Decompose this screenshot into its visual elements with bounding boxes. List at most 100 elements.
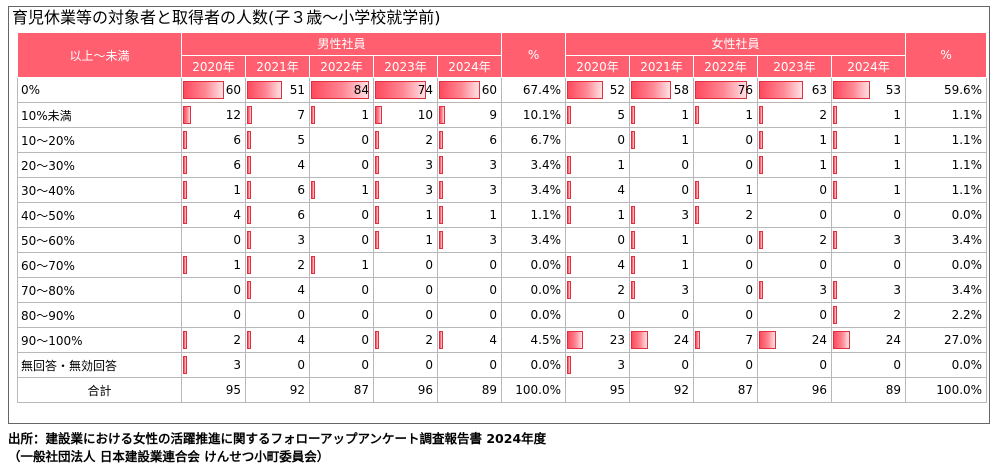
data-bar [247,331,251,349]
value-cell: 2 [757,227,833,253]
value-cell: 0 [629,152,695,178]
total-row: 合計 95 92 87 96 89 100.0% 95 92 87 96 89 100.0% [17,377,988,403]
data-bar [695,181,700,199]
data-bar [631,81,672,99]
data-bar [567,81,604,99]
cell-value: 0 [617,308,626,322]
value-cell: 0 [309,227,374,253]
value-cell: 1 [757,127,833,153]
cell-value: 24 [885,333,902,347]
row-label: 90～100% [17,327,182,353]
table-row: 10～20% 6 5 0 2 6 6.7% 0 1 0 1 1 1.1% [17,127,988,153]
value-cell: 1 [309,102,374,128]
cell-value: 0 [681,183,690,197]
cell-value: 96 [417,383,433,397]
data-bar [375,131,379,149]
cell-value: 3 [681,208,690,222]
table-row: 40～50% 4 6 0 1 1 1.1% 1 3 2 0 0 0.0% [17,202,988,228]
data-bar [311,181,315,199]
table-row: 60～70% 1 2 1 0 0 0.0% 4 1 0 0 0 0.0% [17,252,988,278]
cell-value: 53 [885,83,902,97]
value-cell: 0 [373,252,438,278]
male-pct-cell: 0.0% [501,352,567,378]
female-pct-cell: 1.1% [905,102,988,128]
cell-value: 24 [673,333,690,347]
data-bar [833,131,838,149]
male-pct-cell: 0.0% [501,302,567,328]
cell-value: 7 [745,333,754,347]
cell-value: 0 [425,258,433,272]
value-cell: 51 [245,77,310,103]
cell-value: 0 [745,258,754,272]
cell-value: 0 [233,233,241,247]
cell-value: 0 [681,358,690,372]
data-bar [375,106,382,124]
female-pct-cell: 1.1% [905,127,988,153]
row-label: 10%未満 [17,102,182,128]
female-group-header: 女性社員 [565,32,907,56]
female-year-header: 2020年 [565,54,631,78]
value-cell: 3 [831,277,907,303]
cell-value: 3 [233,358,241,372]
cell-value: 95 [225,383,241,397]
value-cell: 0 [757,202,833,228]
data-bar [439,331,443,349]
value-cell: 3 [373,177,438,203]
value-cell: 1 [831,102,907,128]
data-bar [567,356,572,374]
cell-value: 3 [425,183,433,197]
value-cell: 1 [181,252,246,278]
value-cell: 87 [693,377,759,403]
cell-value: 1 [681,258,690,272]
cell-value: 6 [489,133,498,147]
value-cell: 0 [757,302,833,328]
male-pct-cell: 3.4% [501,152,567,178]
female-pct-cell: 3.4% [905,227,988,253]
male-year-header: 2023年 [373,54,438,78]
value-cell: 4 [245,327,310,353]
male-group-header: 男性社員 [180,32,503,56]
value-cell: 0 [309,152,374,178]
value-cell: 0 [757,352,833,378]
table-row: 10%未満 12 7 1 10 9 10.1% 5 1 1 2 1 1.1% [17,102,988,128]
value-cell: 3 [181,352,246,378]
value-cell: 96 [373,377,438,403]
value-cell: 6 [245,177,310,203]
total-label: 合計 [17,377,182,403]
cell-value: 6 [233,158,241,172]
cell-value: 0 [489,283,498,297]
value-cell: 1 [757,152,833,178]
data-bar [375,156,379,174]
value-cell: 3 [436,227,503,253]
cell-value: 0 [361,233,369,247]
value-cell: 5 [245,127,310,153]
female-pct-cell: 0.0% [905,202,988,228]
cell-value: 4 [297,333,305,347]
cell-value: 2 [819,108,828,122]
table-row: 無回答・無効回答 3 0 0 0 0 0.0% 3 0 0 0 0 0.0% [17,352,988,378]
cell-value: 0 [819,358,828,372]
data-bar [183,156,187,174]
data-bar [631,231,636,249]
value-cell: 4 [436,327,503,353]
male-pct-cell: 100.0% [501,377,567,403]
data-bar [439,156,443,174]
value-cell: 9 [436,102,503,128]
cell-value: 0 [745,158,754,172]
cell-value: 0 [489,358,498,372]
male-pct-cell: 67.4% [501,77,567,103]
cell-value: 0 [745,233,754,247]
data-bar [759,331,777,349]
data-bar [247,231,251,249]
cell-value: 0 [819,258,828,272]
row-label-header: 以上～未満 [17,32,182,78]
value-cell: 6 [181,152,246,178]
value-cell: 4 [245,277,310,303]
cell-value: 0 [819,183,828,197]
value-cell: 2 [831,302,907,328]
cell-value: 52 [609,83,626,97]
data-bar [631,131,636,149]
data-bar [183,181,187,199]
value-cell: 2 [373,127,438,153]
table-row: 30～40% 1 6 1 3 3 3.4% 4 0 1 0 1 1.1% [17,177,988,203]
